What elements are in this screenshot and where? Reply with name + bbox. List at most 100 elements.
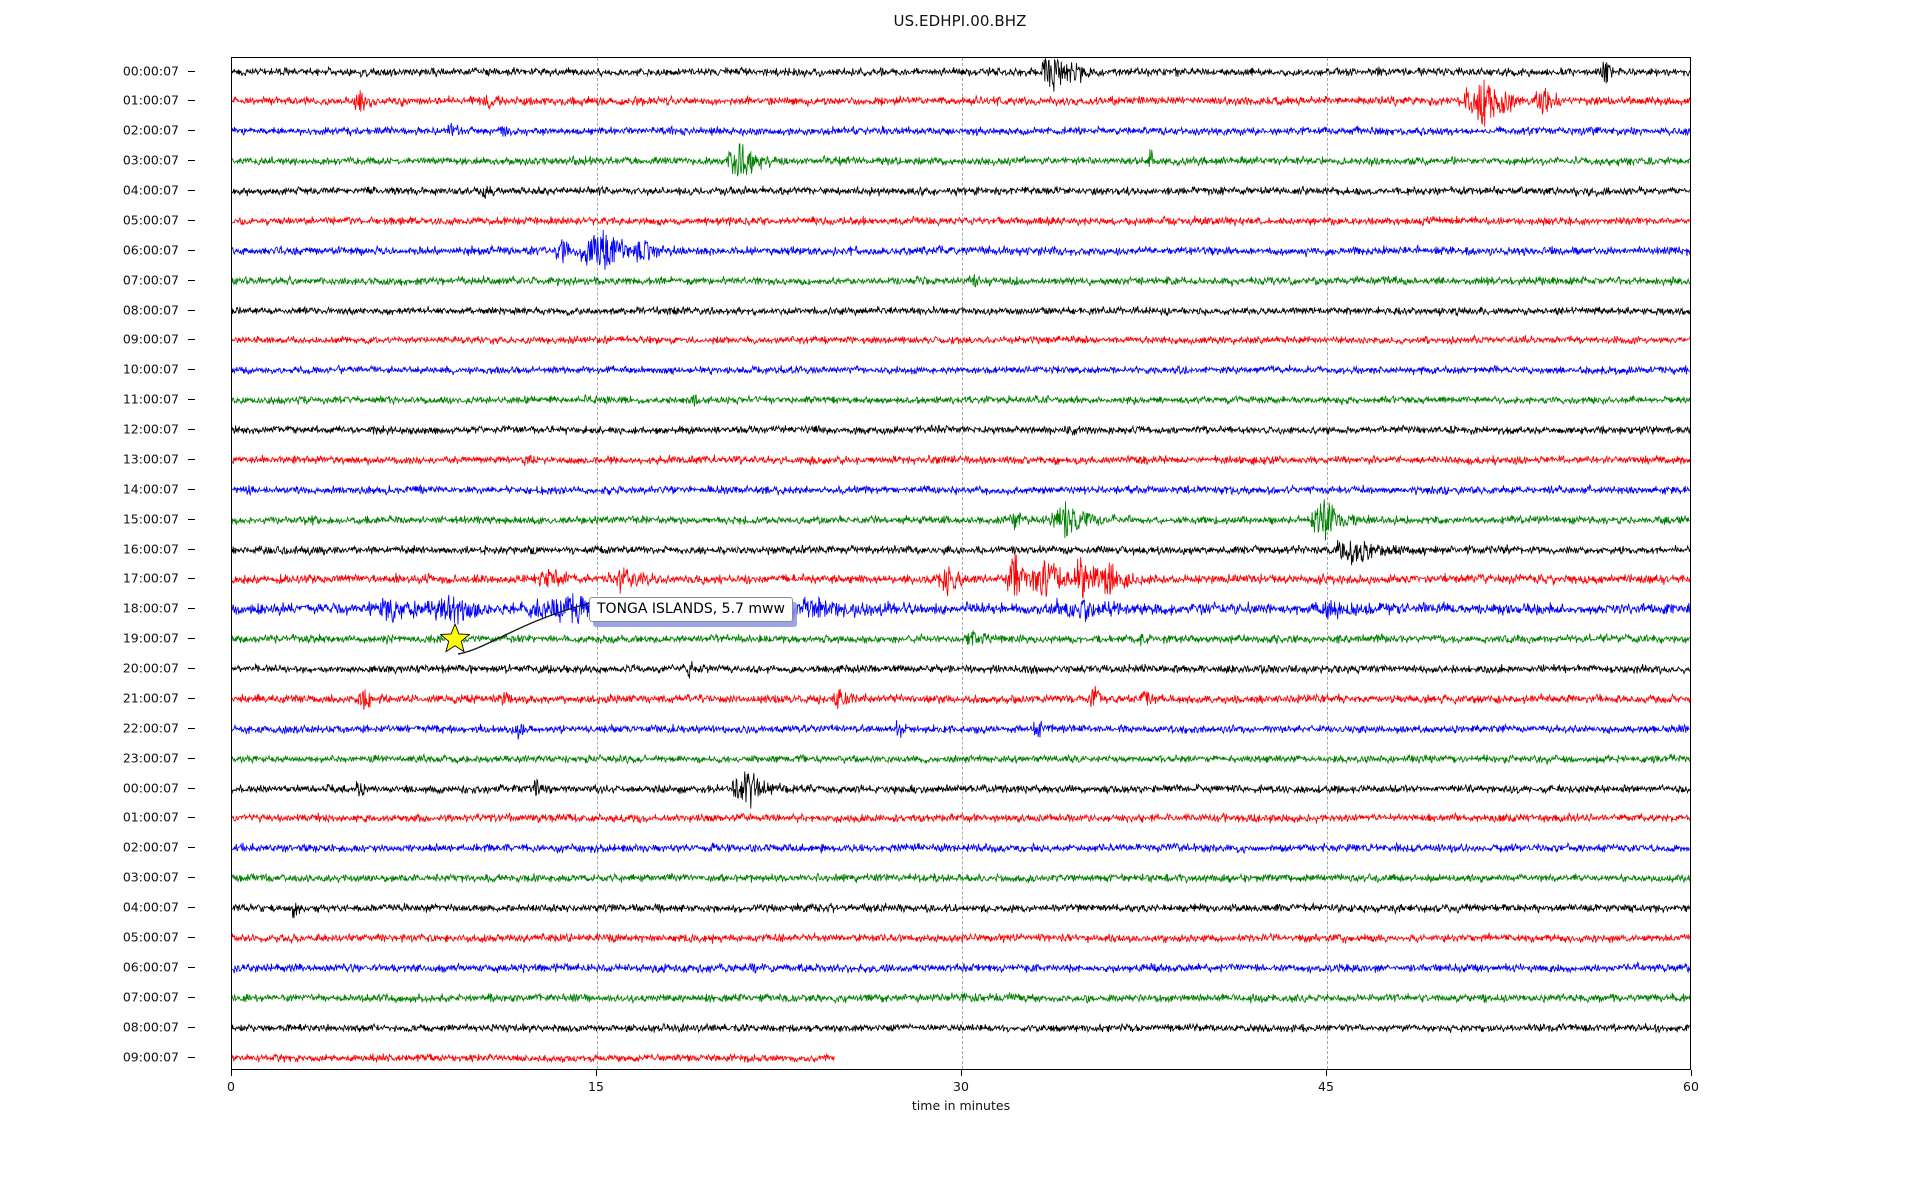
y-tick-label: 14:00:07: [122, 481, 179, 497]
annotation-label[interactable]: TONGA ISLANDS, 5.7 mww: [589, 597, 793, 622]
y-tick-label: 06:00:07: [122, 959, 179, 975]
y-tick-mark: [188, 279, 195, 281]
y-tick-mark: [188, 458, 195, 460]
y-tick-mark: [188, 429, 195, 431]
page-title: US.EDHPI.00.BHZ: [893, 12, 1027, 30]
y-tick-label: 13:00:07: [122, 451, 179, 467]
y-tick-label: 01:00:07: [122, 809, 179, 825]
trace-row: [232, 377, 1690, 423]
y-tick-label: 03:00:07: [122, 869, 179, 885]
y-tick-label: 04:00:07: [122, 182, 179, 198]
seismic-traces: [232, 58, 1690, 1069]
trace-row: [232, 228, 1690, 274]
y-tick-label: 02:00:07: [122, 839, 179, 855]
y-tick-label: 23:00:07: [122, 750, 179, 766]
plot-axes: [231, 57, 1691, 1070]
y-tick-mark: [188, 190, 195, 191]
y-tick-label: 20:00:07: [122, 660, 179, 676]
y-tick-label: 05:00:07: [122, 212, 179, 228]
trace-row: [232, 825, 1690, 871]
trace-row: [232, 288, 1690, 334]
trace-row: [232, 706, 1690, 752]
trace-row: [232, 1005, 1690, 1051]
x-axis-title: time in minutes: [911, 1098, 1011, 1113]
y-tick-mark: [188, 787, 195, 789]
y-tick-label: 06:00:07: [122, 242, 179, 258]
y-tick-mark: [188, 518, 195, 520]
x-tick-mark: [1326, 1070, 1327, 1076]
trace-row: [232, 1035, 1690, 1081]
y-tick-mark: [188, 936, 195, 938]
trace-row: [232, 646, 1690, 692]
trace-row: [232, 527, 1690, 573]
trace-row: [232, 676, 1690, 722]
trace-row: [232, 497, 1690, 543]
y-tick-mark: [188, 488, 195, 490]
y-tick-label: 08:00:07: [122, 302, 179, 318]
y-tick-label: 05:00:07: [122, 929, 179, 945]
trace-row: [232, 766, 1690, 812]
y-tick-mark: [188, 160, 195, 162]
y-tick-label: 02:00:07: [122, 122, 179, 138]
y-tick-mark: [188, 727, 195, 729]
y-tick-mark: [188, 1056, 195, 1058]
y-tick-label: 11:00:07: [122, 391, 179, 407]
trace-row: [232, 258, 1690, 304]
y-tick-label: 01:00:07: [122, 92, 179, 108]
y-tick-label: 09:00:07: [122, 1049, 179, 1064]
y-tick-mark: [188, 399, 195, 401]
trace-row: [232, 108, 1690, 154]
trace-row: [232, 885, 1690, 931]
y-tick-label: 21:00:07: [122, 690, 179, 706]
x-tick-label: 0: [227, 1079, 235, 1094]
y-tick-mark: [188, 249, 195, 251]
trace-row: [232, 736, 1690, 782]
y-tick-mark: [188, 130, 195, 132]
y-tick-label: 15:00:07: [122, 511, 179, 527]
trace-row: [232, 347, 1690, 393]
x-tick-label: 45: [1318, 1079, 1334, 1094]
y-tick-mark: [188, 309, 195, 311]
y-tick-mark: [188, 966, 195, 968]
y-tick-label: 00:00:07: [122, 780, 179, 796]
y-tick-mark: [188, 369, 195, 371]
x-tick-mark: [1691, 1070, 1692, 1076]
y-tick-mark: [188, 907, 195, 909]
y-tick-mark: [188, 339, 195, 341]
trace-row: [232, 49, 1690, 95]
y-tick-mark: [188, 1026, 195, 1028]
y-tick-label: 04:00:07: [122, 899, 179, 915]
trace-row: [232, 945, 1690, 991]
y-tick-label: 00:00:07: [122, 63, 179, 78]
trace-row: [232, 198, 1690, 244]
x-tick-label: 15: [588, 1079, 604, 1094]
trace-row: [232, 437, 1690, 483]
x-tick-mark: [596, 1070, 597, 1076]
trace-row: [232, 556, 1690, 602]
y-tick-mark: [188, 996, 195, 998]
y-tick-mark: [188, 697, 195, 699]
trace-row: [232, 915, 1690, 961]
y-tick-mark: [188, 847, 195, 849]
trace-row: [232, 407, 1690, 453]
y-tick-label: 19:00:07: [122, 630, 179, 646]
y-tick-mark: [188, 638, 195, 640]
y-tick-label: 07:00:07: [122, 272, 179, 288]
y-tick-label: 09:00:07: [122, 331, 179, 347]
y-axis-tick-labels: 00:00:07 01:00:07 02:00:07 03:00:07 04:00:07…: [0, 57, 231, 1070]
x-tick-mark: [961, 1070, 962, 1076]
x-axis-tick-labels: 0 15 30 45 60: [227, 1070, 1699, 1110]
y-tick-mark: [188, 668, 195, 670]
x-tick-mark: [231, 1070, 232, 1076]
y-tick-mark: [188, 219, 195, 221]
trace-row: [232, 138, 1690, 184]
y-tick-label: 22:00:07: [122, 720, 179, 736]
trace-row: [232, 975, 1690, 1021]
y-tick-mark: [188, 608, 195, 610]
trace-row: [232, 795, 1690, 841]
y-tick-mark: [188, 877, 195, 879]
y-tick-mark: [188, 817, 195, 819]
y-tick-mark: [188, 548, 195, 550]
x-tick-label: 30: [953, 1079, 969, 1094]
